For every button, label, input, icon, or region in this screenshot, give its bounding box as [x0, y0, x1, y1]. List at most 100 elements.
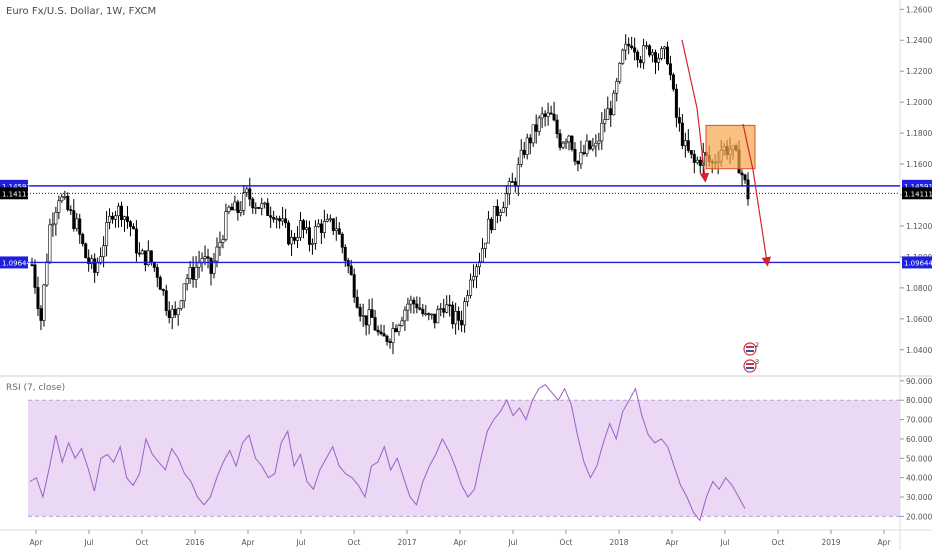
- candle-body: [328, 218, 332, 221]
- candle-body: [570, 135, 574, 150]
- candle-body: [30, 264, 34, 266]
- candle-body: [495, 206, 499, 216]
- candle-body: [161, 289, 165, 292]
- candle-body: [466, 295, 470, 302]
- candle-body: [516, 164, 520, 187]
- price-tick-label: 1.22000: [906, 67, 932, 76]
- candle-body: [78, 218, 82, 235]
- candle-body: [358, 307, 362, 317]
- rsi-title: RSI (7, close): [6, 383, 66, 393]
- candle-body: [433, 313, 437, 324]
- candle-body: [84, 243, 88, 259]
- candle-body: [81, 234, 85, 245]
- candle-body: [51, 223, 55, 226]
- downtrend-arrow-2: [742, 123, 772, 267]
- candle-body: [531, 124, 535, 144]
- candle-body: [287, 222, 291, 245]
- candle-body: [522, 149, 526, 155]
- candle-body: [158, 277, 162, 290]
- candle-body: [233, 201, 237, 211]
- candle-body: [310, 242, 314, 245]
- price-tick-label: 1.06000: [906, 315, 932, 324]
- candle-body: [313, 226, 317, 244]
- event-flag-stripe: [746, 367, 754, 369]
- time-tick-label: Oct: [772, 538, 785, 547]
- candle-body: [54, 212, 58, 225]
- level-label-box-left: [0, 256, 28, 269]
- candle-body: [564, 141, 568, 144]
- rsi-band: [28, 400, 900, 517]
- candle-body: [382, 333, 386, 337]
- candle-body: [254, 207, 258, 209]
- candle-body: [394, 328, 398, 332]
- candle-body: [645, 45, 649, 47]
- candle-body: [406, 303, 410, 311]
- candle-body: [415, 303, 419, 309]
- candle-body: [96, 262, 100, 273]
- candle-body: [140, 250, 144, 255]
- candle-body: [296, 237, 300, 241]
- candle-body: [266, 202, 270, 216]
- candle-body: [194, 266, 198, 280]
- candle-body: [400, 320, 404, 326]
- time-tick-label: Apr: [454, 538, 468, 547]
- level-label-left: 1.09644: [2, 259, 31, 267]
- candle-body: [224, 211, 228, 240]
- level-label-right: 1.14111: [904, 190, 932, 198]
- candle-body: [451, 304, 455, 325]
- candle-body: [409, 299, 413, 305]
- candle-body: [319, 223, 323, 233]
- time-tick-label: Jul: [507, 538, 517, 547]
- candle-body: [278, 218, 282, 222]
- candle-body: [397, 325, 401, 332]
- candle-body: [120, 205, 124, 220]
- candle-body: [519, 149, 523, 165]
- candle-body: [290, 236, 294, 245]
- candle-body: [558, 133, 562, 148]
- candle-body: [463, 301, 467, 326]
- candle-body: [639, 59, 643, 64]
- candle-body: [391, 328, 395, 343]
- candle-body: [627, 43, 631, 47]
- candle-body: [403, 309, 407, 322]
- time-tick-label: 2016: [185, 538, 204, 547]
- candle-body: [173, 308, 177, 316]
- candle-body: [143, 250, 147, 265]
- rsi-tick-label: 50.0000: [906, 454, 932, 463]
- candle-body: [370, 309, 374, 318]
- candle-body: [388, 341, 392, 343]
- candle-body: [606, 108, 610, 120]
- level-label-right: 1.09644: [904, 259, 932, 267]
- candle-body: [507, 181, 511, 195]
- candle-body: [45, 261, 49, 286]
- candle-body: [680, 122, 684, 147]
- candle-body: [203, 256, 207, 259]
- candle-body: [534, 124, 538, 132]
- candle-body: [284, 218, 288, 224]
- level-label-left: 1.14111: [2, 190, 31, 198]
- rsi-tick-label: 60.0000: [906, 435, 932, 444]
- candle-body: [63, 196, 67, 198]
- candle-body: [540, 113, 544, 119]
- candle-body: [33, 264, 37, 288]
- candle-body: [272, 217, 276, 220]
- candle-body: [412, 299, 416, 305]
- candle-body: [361, 315, 365, 317]
- time-tick-label: Jul: [719, 538, 729, 547]
- price-tick-label: 1.18000: [906, 129, 932, 138]
- rsi-line: [29, 384, 746, 522]
- candle-body: [188, 267, 192, 279]
- level-label-right: 1.14591: [904, 183, 932, 191]
- candle-body: [149, 250, 153, 263]
- time-tick-label: Apr: [878, 538, 892, 547]
- candle-body: [251, 198, 255, 209]
- candle-body: [48, 224, 52, 263]
- event-flag-stripe: [746, 346, 754, 348]
- candle-body: [460, 320, 464, 326]
- candle-body: [36, 287, 40, 309]
- candle-body: [108, 215, 112, 223]
- time-tick-label: 2017: [397, 538, 416, 547]
- candle-body: [281, 218, 285, 222]
